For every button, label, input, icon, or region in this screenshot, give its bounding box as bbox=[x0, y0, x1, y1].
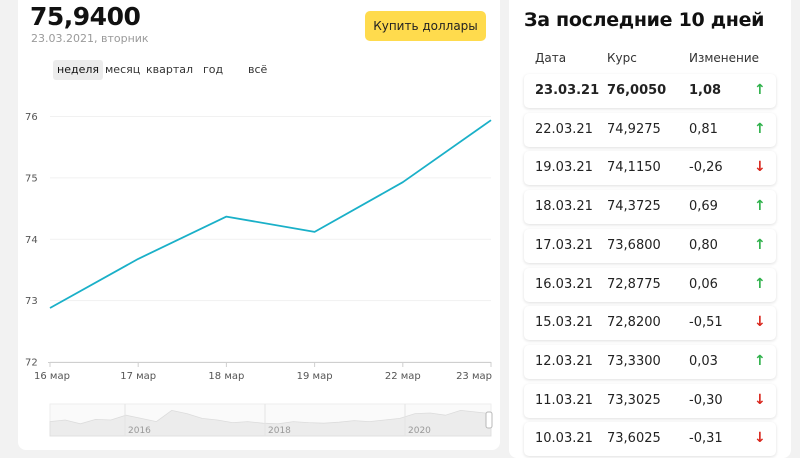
row-rate: 73,6800 bbox=[607, 237, 661, 253]
rate-series-line bbox=[49, 119, 492, 309]
x-tick-label: 22 мар bbox=[385, 371, 421, 382]
tab-year[interactable]: год bbox=[203, 63, 224, 76]
row-date: 17.03.21 bbox=[535, 237, 593, 253]
tab-month[interactable]: месяц bbox=[105, 63, 141, 76]
row-rate: 74,1150 bbox=[607, 160, 661, 176]
table-title: За последние 10 дней bbox=[524, 9, 765, 31]
row-change: 0,81 bbox=[689, 121, 718, 137]
row-change: -0,30 bbox=[689, 392, 723, 408]
row-rate: 74,9275 bbox=[607, 121, 661, 137]
tab-quarter[interactable]: квартал bbox=[146, 63, 194, 76]
table-row: 19.03.21 74,1150 -0,26 ↓ bbox=[524, 151, 776, 186]
row-date: 19.03.21 bbox=[535, 160, 593, 176]
arrow-up-icon: ↑ bbox=[754, 236, 766, 253]
buy-dollars-button[interactable]: Купить доллары bbox=[365, 11, 486, 41]
table-row: 23.03.21 76,0050 1,08 ↑ bbox=[524, 74, 776, 108]
arrow-up-icon: ↑ bbox=[754, 120, 766, 137]
row-date: 15.03.21 bbox=[535, 315, 593, 331]
arrow-down-icon: ↓ bbox=[754, 159, 766, 176]
table-row: 11.03.21 73,3025 -0,30 ↓ bbox=[524, 383, 776, 418]
tab-week[interactable]: неделя bbox=[53, 60, 103, 80]
row-change: 0,69 bbox=[689, 199, 718, 215]
header-date: Дата bbox=[535, 51, 567, 65]
table-row: 18.03.21 74,3725 0,69 ↑ bbox=[524, 190, 776, 225]
row-rate: 73,3300 bbox=[607, 353, 661, 369]
header-rate: Курс bbox=[607, 51, 637, 65]
row-rate: 72,8200 bbox=[607, 315, 661, 331]
row-date: 23.03.21 bbox=[535, 83, 600, 98]
row-change: 0,06 bbox=[689, 276, 718, 292]
y-tick-label: 73 bbox=[25, 296, 38, 307]
row-change: -0,31 bbox=[689, 431, 723, 447]
x-tick-label: 18 мар bbox=[208, 371, 244, 382]
y-tick-label: 75 bbox=[25, 173, 38, 184]
arrow-down-icon: ↓ bbox=[754, 391, 766, 408]
y-tick-label: 74 bbox=[25, 235, 38, 246]
rate-line-chart[interactable]: 72 73 74 75 76 16 мар 17 мар 18 мар 19 мар 22 мар… bbox=[0, 0, 500, 458]
row-date: 22.03.21 bbox=[535, 121, 593, 137]
table-header: Дата Курс Изменение bbox=[524, 45, 776, 71]
x-tick-label: 17 мар bbox=[120, 371, 156, 382]
header-change: Изменение bbox=[689, 51, 760, 65]
arrow-up-icon: ↑ bbox=[754, 275, 766, 292]
current-date: 23.03.2021, вторник bbox=[31, 32, 149, 45]
row-change: 0,80 bbox=[689, 237, 718, 253]
arrow-up-icon: ↑ bbox=[754, 352, 766, 369]
x-tick-label: 16 мар bbox=[34, 371, 70, 382]
row-date: 11.03.21 bbox=[535, 392, 593, 408]
row-date: 18.03.21 bbox=[535, 199, 593, 215]
table-row: 15.03.21 72,8200 -0,51 ↓ bbox=[524, 306, 776, 341]
row-date: 10.03.21 bbox=[535, 431, 593, 447]
row-change: -0,26 bbox=[689, 160, 723, 176]
arrow-down-icon: ↓ bbox=[754, 314, 766, 331]
navigator-handle[interactable] bbox=[485, 411, 493, 429]
arrow-up-icon: ↑ bbox=[754, 82, 766, 98]
navigator-area bbox=[49, 409, 492, 437]
row-rate: 73,3025 bbox=[607, 392, 661, 408]
row-rate: 74,3725 bbox=[607, 199, 661, 215]
table-row: 22.03.21 74,9275 0,81 ↑ bbox=[524, 112, 776, 147]
table-row: 10.03.21 73,6025 -0,31 ↓ bbox=[524, 422, 776, 457]
row-change: 1,08 bbox=[689, 83, 722, 98]
navigator-year-label: 2018 bbox=[268, 426, 291, 436]
arrow-up-icon: ↑ bbox=[754, 198, 766, 215]
row-change: -0,51 bbox=[689, 315, 723, 331]
x-tick-label: 19 мар bbox=[297, 371, 333, 382]
y-tick-label: 72 bbox=[25, 358, 38, 369]
y-tick-label: 76 bbox=[25, 112, 38, 123]
row-change: 0,03 bbox=[689, 353, 718, 369]
x-tick-label: 23 мар bbox=[456, 371, 492, 382]
row-rate: 73,6025 bbox=[607, 431, 661, 447]
navigator-year-label: 2020 bbox=[408, 426, 431, 436]
table-row: 12.03.21 73,3300 0,03 ↑ bbox=[524, 344, 776, 379]
row-date: 16.03.21 bbox=[535, 276, 593, 292]
navigator-year-label: 2016 bbox=[128, 426, 151, 436]
row-rate: 76,0050 bbox=[607, 83, 667, 98]
row-date: 12.03.21 bbox=[535, 353, 593, 369]
current-rate: 75,9400 bbox=[30, 2, 141, 31]
table-row: 17.03.21 73,6800 0,80 ↑ bbox=[524, 228, 776, 263]
row-rate: 72,8775 bbox=[607, 276, 661, 292]
arrow-down-icon: ↓ bbox=[754, 430, 766, 447]
tab-all[interactable]: всё bbox=[248, 63, 268, 76]
table-row: 16.03.21 72,8775 0,06 ↑ bbox=[524, 267, 776, 302]
